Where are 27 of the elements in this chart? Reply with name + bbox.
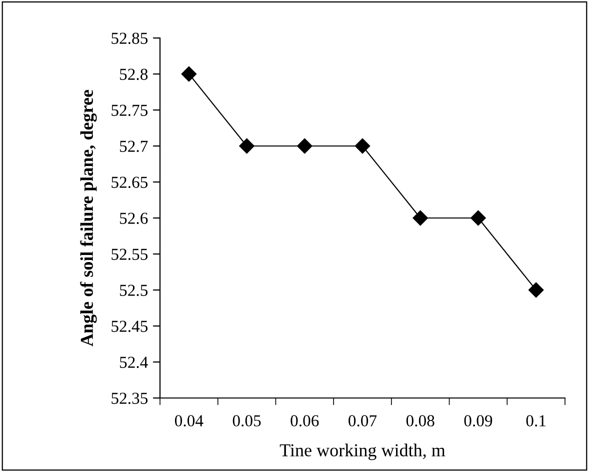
point [412,210,428,226]
y-tick-label: 52.65 [112,176,148,188]
point [354,138,370,154]
point [297,138,312,154]
y-axis-title: Angle of soil failure plane, degree [80,90,97,346]
x-tick-label: 0.08 [406,415,434,426]
x-tick-label: 0.06 [290,415,319,426]
x-tick-label: 0.04 [174,415,204,426]
point [470,210,486,226]
x-tick-label: 0.05 [232,415,261,426]
y-tick-label: 52.4 [120,356,148,368]
y-tick-label: 52.35 [112,392,148,404]
y-tick-label: 52.6 [120,212,148,224]
point [181,66,196,82]
x-tick-label: 0.1 [526,415,546,426]
y-tick-label: 52.8 [120,68,148,80]
x-tick-label: 0.07 [348,415,377,426]
y-tick-label: 52.55 [112,248,148,260]
y-tick-label: 52.5 [120,284,148,296]
y-tick-label: 52.7 [120,140,148,152]
point [528,282,544,298]
y-tick-label: 52.45 [112,320,148,332]
point [239,138,254,154]
y-tick-label: 52.85 [112,32,148,44]
y-tick-label: 52.75 [112,104,148,116]
x-tick-label: 0.09 [464,415,492,426]
x-axis-title: Tine working width, m [280,444,446,460]
